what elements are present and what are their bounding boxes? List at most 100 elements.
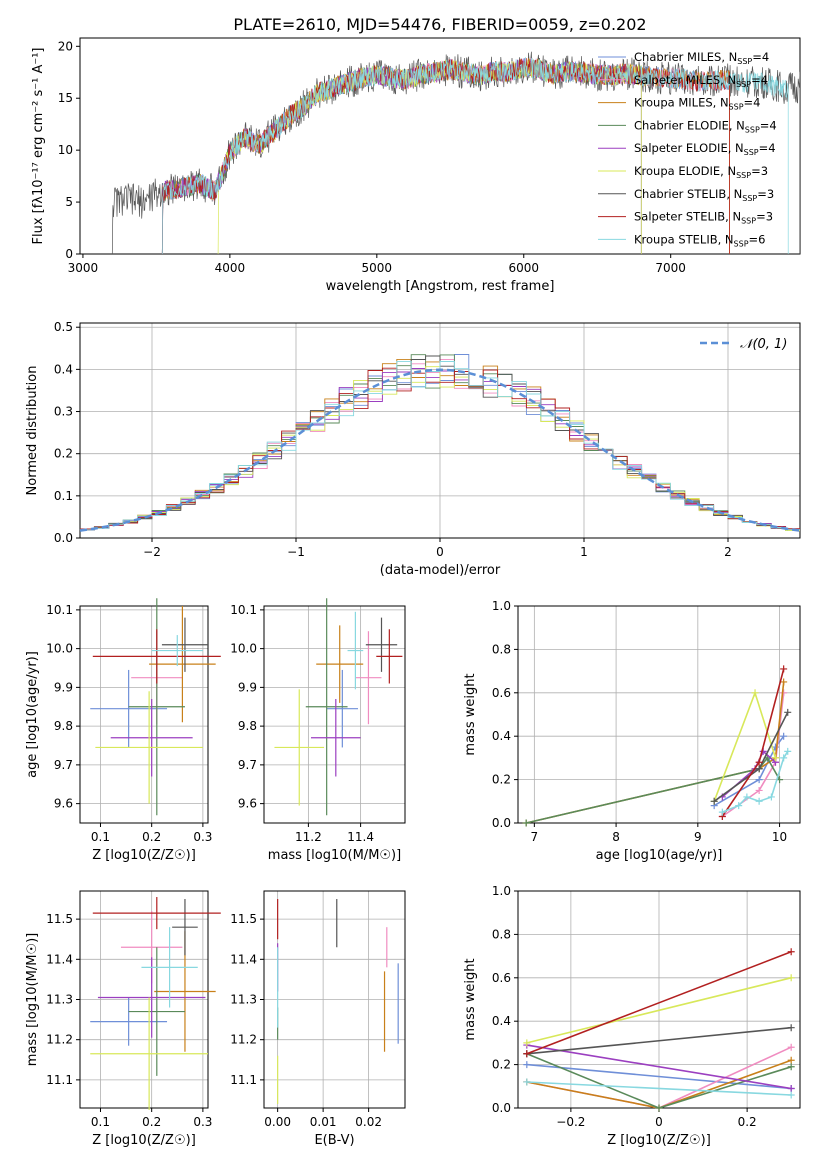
age_vs_mass-axes: 11.2 11.4 9.6 9.7 9.8 9.9 10.0 10.1 mass [log10(…: [230, 598, 406, 863]
x-axis-label: (data-model)/error: [380, 563, 501, 578]
y-tick-label: 0.2: [54, 447, 73, 461]
residuals-axes: −2 −1 0 1 2 0.0 0.1 0.2 0.3 0.4 0.5 (data-model)/er…: [25, 320, 801, 578]
x-tick-label: 2: [724, 545, 732, 559]
y-tick-label: 10.1: [230, 603, 257, 617]
y-tick-label: 9.7: [238, 758, 257, 772]
x-tick-label: 0.3: [193, 1115, 212, 1129]
mass-weight-series: [526, 951, 792, 1055]
y-tick-label: 10: [58, 143, 73, 157]
mass_vs_Z-axes: 0.1 0.2 0.3 11.1 11.2 11.3 11.4 11.5 Z [log10(Z/…: [25, 890, 221, 1148]
data-point-marker: [755, 758, 763, 766]
legend-entry: Chabrier ELODIE, NSSP=4: [634, 118, 777, 134]
x-tick-label: 0.2: [142, 1115, 161, 1129]
data-point-marker: [710, 797, 718, 805]
mass-weight-series: [526, 681, 785, 824]
y-tick-label: 0.2: [492, 773, 511, 787]
spectrum-axes: 3000 4000 5000 6000 7000 0 5 10 15 20 wavelength […: [31, 37, 801, 294]
y-tick-label: 5: [65, 195, 73, 209]
axes-frame: [79, 605, 209, 824]
data-point-marker: [743, 793, 751, 801]
data-point-marker: [523, 1061, 531, 1069]
x-axis-label: Z [log10(Z/Z☉)]: [607, 1133, 711, 1148]
mass-weight-series: [526, 1044, 792, 1090]
x-tick-label: 0: [655, 1115, 663, 1129]
x-tick-label: 6000: [508, 261, 539, 275]
spectrum-series: [161, 57, 789, 254]
y-tick-label: 0.2: [492, 1058, 511, 1072]
y-tick-label: 9.7: [54, 758, 73, 772]
data-point-marker: [755, 765, 763, 773]
data-point-marker: [787, 1084, 795, 1092]
legend-entry: Kroupa MILES, NSSP=4: [634, 96, 760, 112]
data-point-marker: [787, 1024, 795, 1032]
data-point-marker: [751, 689, 759, 697]
y-tick-label: 9.6: [54, 797, 73, 811]
mass_weight_vs_Z-axes: −0.2 0 0.2 0.0 0.2 0.4 0.6 0.8 1.0 Z [log10(Z/Z☉)…: [463, 884, 801, 1148]
mass-weight-series: [713, 690, 777, 802]
x-tick-label: 0: [436, 545, 444, 559]
y-tick-label: 11.2: [230, 1033, 257, 1047]
x-tick-label: 0.02: [355, 1115, 382, 1129]
legend-entry: 𝒩(0, 1): [740, 337, 787, 352]
y-tick-label: 11.3: [230, 993, 257, 1007]
legend: Chabrier MILES, NSSP=4 Salpeter MILES, NS…: [598, 50, 777, 248]
x-tick-label: −2: [143, 545, 161, 559]
y-tick-label: 11.1: [46, 1073, 73, 1087]
x-tick-label: −1: [287, 545, 305, 559]
data-point-marker: [735, 802, 743, 810]
legend-entry: Kroupa STELIB, NSSP=6: [634, 232, 765, 248]
x-tick-label: 9: [694, 830, 702, 844]
histogram-series: [80, 360, 800, 531]
y-tick-label: 11.2: [46, 1033, 73, 1047]
spectrum-series: [161, 58, 730, 254]
x-tick-label: 11.2: [295, 830, 322, 844]
data-point-marker: [787, 1091, 795, 1099]
x-tick-label: 0.2: [738, 1115, 757, 1129]
y-tick-label: 11.5: [46, 912, 73, 926]
x-tick-label: 0.00: [264, 1115, 291, 1129]
mass-weight-series: [526, 1026, 792, 1055]
mass_vs_EBV-axes: 0.00 0.01 0.02 11.1 11.2 11.3 11.4 11.5 E(B-V): [230, 890, 406, 1148]
data-point-marker: [767, 793, 775, 801]
y-tick-label: 0.8: [492, 642, 511, 656]
data-point-marker: [771, 754, 779, 762]
data-point-marker: [523, 1050, 531, 1058]
y-axis-label: mass weight: [463, 958, 478, 1040]
x-tick-label: 0.2: [142, 830, 161, 844]
x-axis-label: Z [log10(Z/Z☉)]: [92, 848, 196, 863]
y-tick-label: 11.3: [46, 993, 73, 1007]
axes-frame: [79, 890, 209, 1109]
axes-frame: [263, 890, 406, 1109]
x-axis-label: E(B-V): [314, 1133, 354, 1148]
legend-entry: Salpeter ELODIE, NSSP=4: [634, 141, 776, 157]
mass-weight-series: [526, 977, 792, 1044]
x-tick-label: 1: [580, 545, 588, 559]
normal-reference-curve: [79, 368, 801, 532]
x-tick-label: 0.1: [91, 830, 110, 844]
axes-frame: [263, 605, 406, 824]
mass-weight-series: [526, 1081, 792, 1096]
axes-frame: [79, 322, 801, 539]
x-tick-label: 11.4: [347, 830, 374, 844]
y-axis-label: mass [log10(M/M☉)]: [25, 933, 40, 1066]
age_vs_Z-axes: 0.1 0.2 0.3 9.6 9.7 9.8 9.9 10.0 10.1 Z [log10(Z/…: [25, 598, 221, 863]
x-tick-label: −0.2: [556, 1115, 585, 1129]
y-tick-label: 0.5: [54, 320, 73, 334]
y-axis-label: Normed distribution: [25, 366, 40, 496]
mass_weight_vs_age-axes: 7 8 9 10 0.0 0.2 0.4 0.6 0.8 1.0 age [log10(age/yr…: [463, 599, 801, 863]
y-tick-label: 10.0: [46, 642, 73, 656]
data-point-marker: [787, 974, 795, 982]
data-point-marker: [780, 678, 788, 686]
y-tick-label: 0.0: [492, 816, 511, 830]
data-point-marker: [787, 1063, 795, 1071]
y-tick-label: 11.5: [230, 912, 257, 926]
mass-weight-series: [526, 756, 781, 824]
histogram-series: [80, 366, 800, 531]
data-point-marker: [780, 689, 788, 697]
spectrum-series: [161, 58, 730, 254]
y-tick-label: 15: [58, 91, 73, 105]
x-tick-label: 0.1: [91, 1115, 110, 1129]
y-tick-label: 0.3: [54, 405, 73, 419]
spectrum-series: [161, 58, 730, 254]
